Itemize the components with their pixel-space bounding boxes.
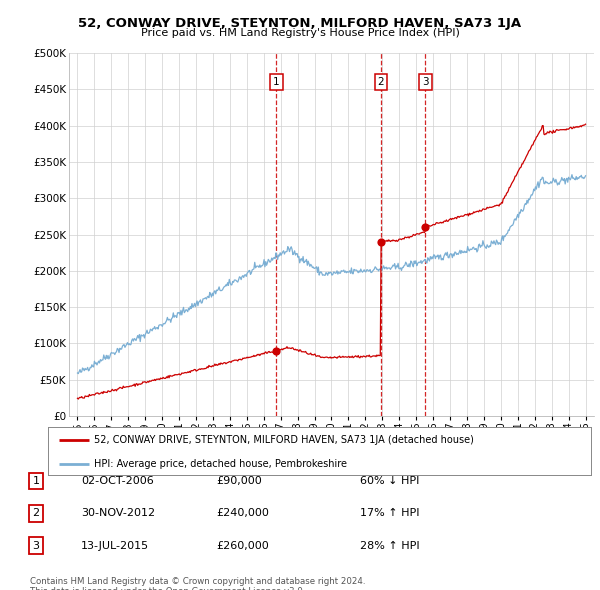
Text: 02-OCT-2006: 02-OCT-2006 xyxy=(81,476,154,486)
Point xyxy=(272,346,281,355)
Text: 2: 2 xyxy=(32,509,40,518)
Text: Contains HM Land Registry data © Crown copyright and database right 2024.
This d: Contains HM Land Registry data © Crown c… xyxy=(30,577,365,590)
Text: 30-NOV-2012: 30-NOV-2012 xyxy=(81,509,155,518)
Text: HPI: Average price, detached house, Pembrokeshire: HPI: Average price, detached house, Pemb… xyxy=(94,459,347,469)
Text: 17% ↑ HPI: 17% ↑ HPI xyxy=(360,509,419,518)
Text: 1: 1 xyxy=(273,77,280,87)
Text: 2: 2 xyxy=(377,77,384,87)
Text: 60% ↓ HPI: 60% ↓ HPI xyxy=(360,476,419,486)
Text: 1: 1 xyxy=(32,476,40,486)
Text: £260,000: £260,000 xyxy=(216,541,269,550)
Text: 52, CONWAY DRIVE, STEYNTON, MILFORD HAVEN, SA73 1JA (detached house): 52, CONWAY DRIVE, STEYNTON, MILFORD HAVE… xyxy=(94,435,474,445)
Text: £90,000: £90,000 xyxy=(216,476,262,486)
Text: £240,000: £240,000 xyxy=(216,509,269,518)
Text: 28% ↑ HPI: 28% ↑ HPI xyxy=(360,541,419,550)
Text: 13-JUL-2015: 13-JUL-2015 xyxy=(81,541,149,550)
Point xyxy=(376,237,386,247)
Text: 52, CONWAY DRIVE, STEYNTON, MILFORD HAVEN, SA73 1JA: 52, CONWAY DRIVE, STEYNTON, MILFORD HAVE… xyxy=(79,17,521,30)
Point xyxy=(421,222,430,232)
Text: 3: 3 xyxy=(422,77,428,87)
Text: Price paid vs. HM Land Registry's House Price Index (HPI): Price paid vs. HM Land Registry's House … xyxy=(140,28,460,38)
Text: 3: 3 xyxy=(32,541,40,550)
